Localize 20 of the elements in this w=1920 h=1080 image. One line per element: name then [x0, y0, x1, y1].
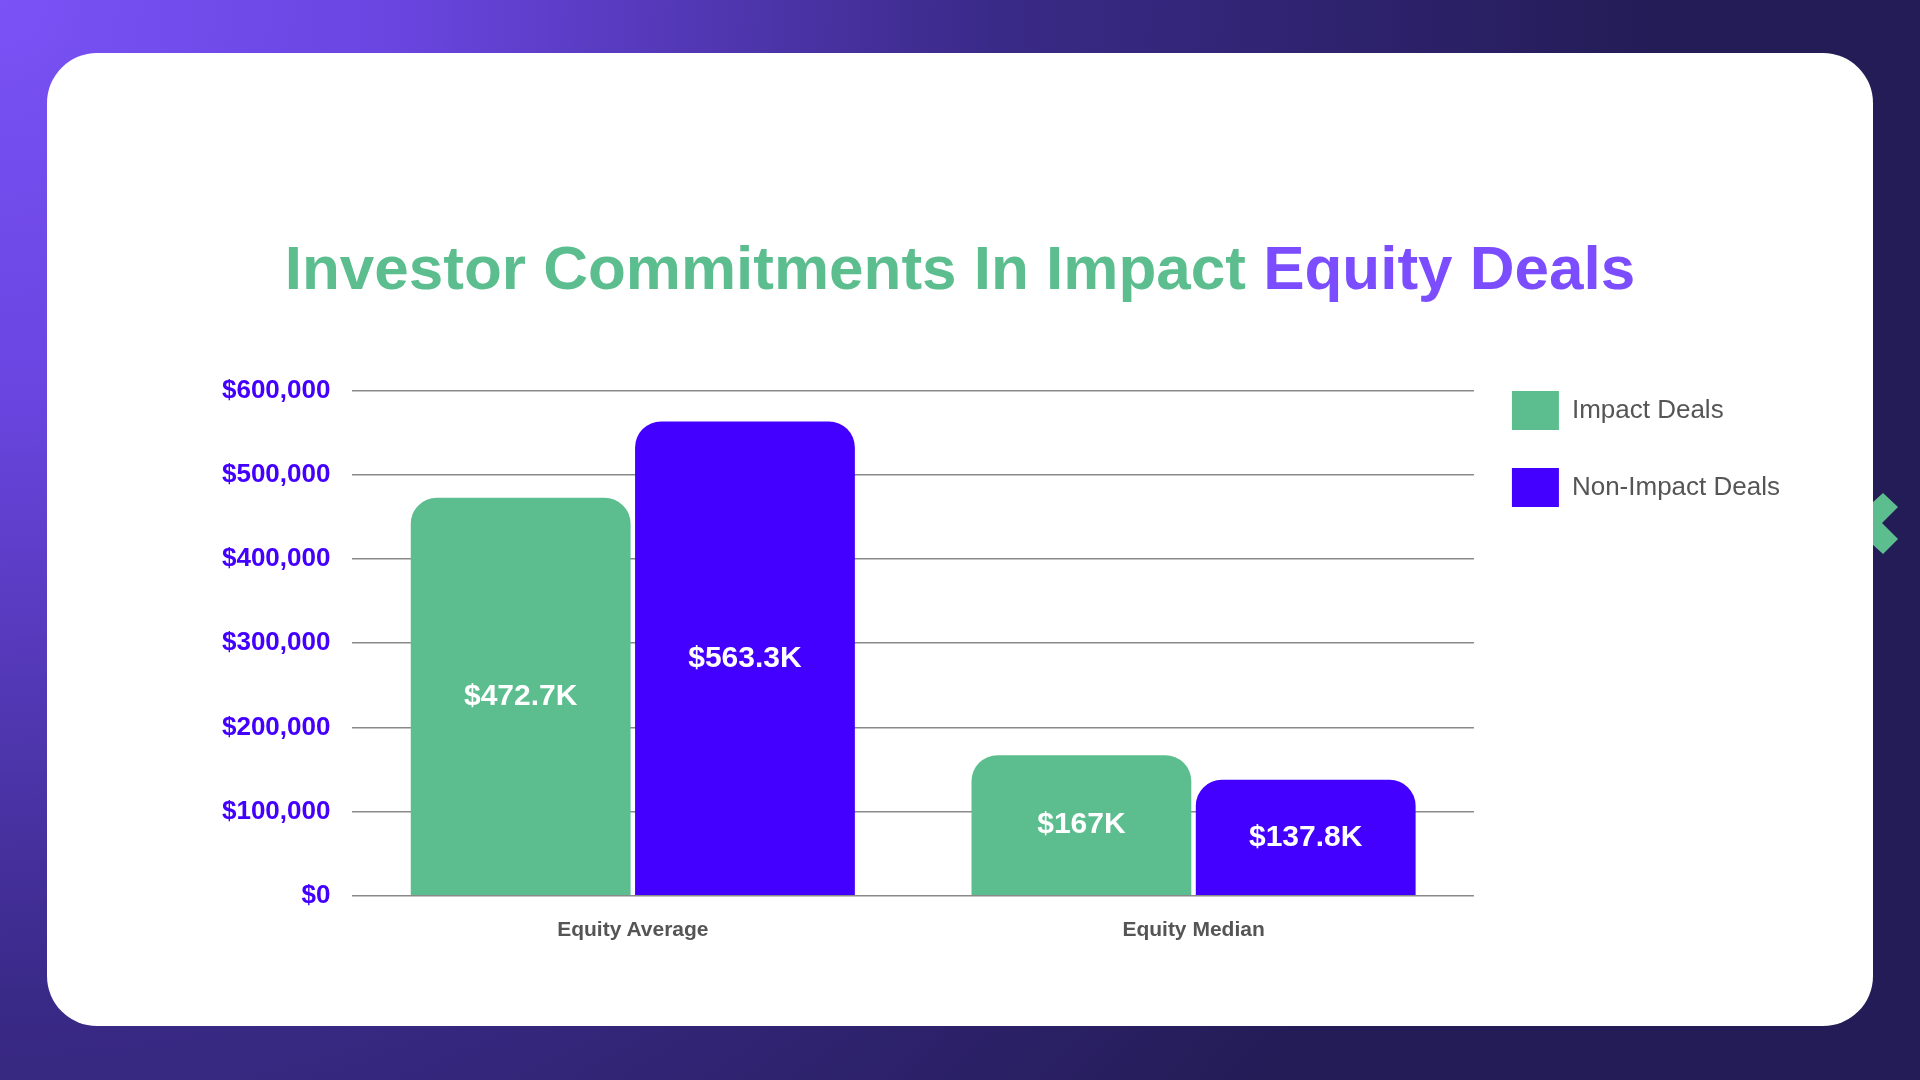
y-tick-label: $400,000 — [221, 542, 331, 573]
data-label: $563.3K — [688, 639, 802, 673]
data-label: $472.7K — [463, 677, 578, 711]
y-tick-label: $0 — [301, 878, 331, 909]
x-tick-label: Equity Median — [1122, 917, 1265, 941]
bar — [971, 755, 1192, 896]
y-tick-label: $100,000 — [221, 794, 331, 825]
bar — [410, 497, 631, 896]
data-label: $137.8K — [1248, 818, 1363, 852]
legend-label: Non-Impact Deals — [1571, 470, 1780, 501]
y-tick-label: $600,000 — [221, 373, 331, 404]
y-tick-label: $200,000 — [221, 710, 331, 741]
y-tick-label: $500,000 — [221, 457, 331, 488]
y-tick-label: $300,000 — [221, 626, 331, 657]
x-tick-label: Equity Average — [557, 917, 709, 941]
legend-label: Impact Deals — [1571, 393, 1724, 424]
data-label: $167K — [1037, 806, 1126, 840]
bar — [1195, 779, 1416, 896]
chart-title: Investor Commitments In Impact Equity Deals — [284, 233, 1636, 302]
bar — [635, 421, 855, 896]
